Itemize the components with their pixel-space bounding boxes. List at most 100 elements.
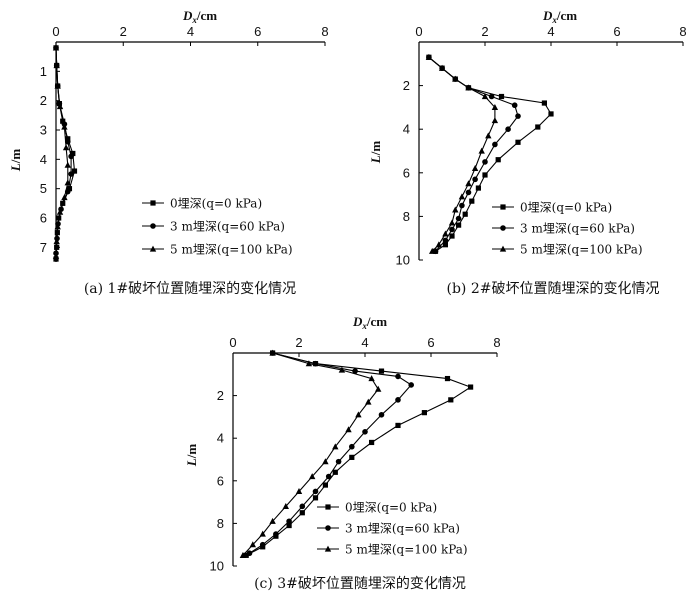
data-point [349,443,355,450]
y-tick-label: 4 [40,152,47,167]
legend-label: 5 m埋深(q=100 kPa) [345,543,468,557]
data-point [56,103,64,110]
chart-c: 0 2 4 6 8 2 4 6 8 10 Dx/cm L/m 0埋深(q=0 kPa) 3 m埋深(q=6… [184,314,501,592]
legend-marker [500,225,506,231]
legend-entry: 3 m埋深(q=60 kPa) [142,220,285,234]
data-point [239,551,247,558]
y-axis-label: L/m [8,149,23,173]
data-point [511,102,518,109]
series-triangle [425,53,499,254]
data-point [458,193,466,200]
x-tick-label: 2 [120,24,127,39]
data-point [459,202,465,209]
series-triangle [239,349,382,558]
legend-label: 3 m埋深(q=60 kPa) [345,522,460,536]
x-tick-label: 6 [427,335,434,350]
data-point [378,411,385,418]
legend-marker [325,504,331,510]
x-tick-label: 8 [321,24,328,39]
data-point [249,541,256,548]
data-point [395,373,401,380]
y-tick-label: 2 [217,388,224,403]
data-point [505,126,511,132]
x-tick-label: 0 [229,335,236,350]
legend-label: 5 m埋深(q=100 kPa) [520,243,643,257]
y-tick-label: 4 [217,431,224,446]
y-tick-label: 10 [210,559,224,574]
data-point [259,530,266,537]
y-tick-label: 6 [40,211,47,226]
data-point [312,495,319,501]
data-point [273,531,279,537]
data-point [452,75,459,82]
x-tick-label: 8 [493,335,500,350]
data-point [345,426,352,433]
legend-marker [499,245,507,252]
data-point [269,349,276,356]
legend-marker [500,204,506,210]
data-point [465,180,472,187]
data-point [53,238,60,245]
data-point [456,222,462,228]
data-point [435,241,442,248]
data-point [338,366,346,373]
y-tick-label: 10 [396,253,410,268]
legend-entry: 3 m埋深(q=60 kPa) [492,222,635,236]
data-point [471,165,479,172]
data-point [332,443,339,450]
data-point [355,411,362,418]
legend-marker [150,200,156,206]
data-point [548,111,554,117]
data-point [455,215,462,222]
y-tick-label: 5 [40,181,47,196]
data-point [243,552,249,558]
data-point [395,397,401,403]
data-point [465,84,472,91]
y-tick-label: 4 [403,122,410,137]
data-point [312,488,319,495]
x-tick-label: 0 [415,24,422,39]
data-point [64,179,71,186]
data-point [349,454,355,460]
data-point [408,382,415,388]
data-point [61,123,68,130]
data-point [70,150,76,157]
data-point [462,211,468,217]
data-point [425,53,433,60]
y-tick-label: 6 [217,473,224,488]
data-point [325,473,332,480]
data-point [53,62,60,69]
legend-entry: 5 m埋深(q=100 kPa) [317,543,468,557]
legend-entry: 0埋深(q=0 kPa) [492,201,612,215]
data-point [61,194,68,201]
data-point [448,219,456,226]
data-point [64,138,71,145]
x-tick-label: 8 [679,24,686,39]
data-point [452,206,459,213]
data-point [309,473,316,480]
legend-label: 3 m埋深(q=60 kPa) [170,220,285,234]
legend-marker [325,525,331,531]
data-point [71,168,78,174]
data-point [468,384,474,390]
data-point [54,223,61,230]
legend-label: 0埋深(q=0 kPa) [345,501,437,515]
data-point [449,233,455,239]
data-point [482,172,488,178]
data-point [442,237,449,244]
x-axis-label: Dx/cm [542,8,577,25]
chart-caption: (c) 3#破坏位置随埋深的变化情况 [254,576,466,592]
legend-label: 0埋深(q=0 kPa) [170,197,262,211]
data-point [481,93,489,100]
data-point [378,368,385,374]
y-axis-label: L/m [184,444,199,468]
x-tick-label: 4 [361,335,368,350]
data-point [498,93,505,100]
data-point [449,226,455,233]
legend-entry: 0埋深(q=0 kPa) [142,197,262,211]
data-point [429,247,436,254]
data-point [395,422,401,429]
data-point [491,117,499,124]
data-point [295,488,303,495]
